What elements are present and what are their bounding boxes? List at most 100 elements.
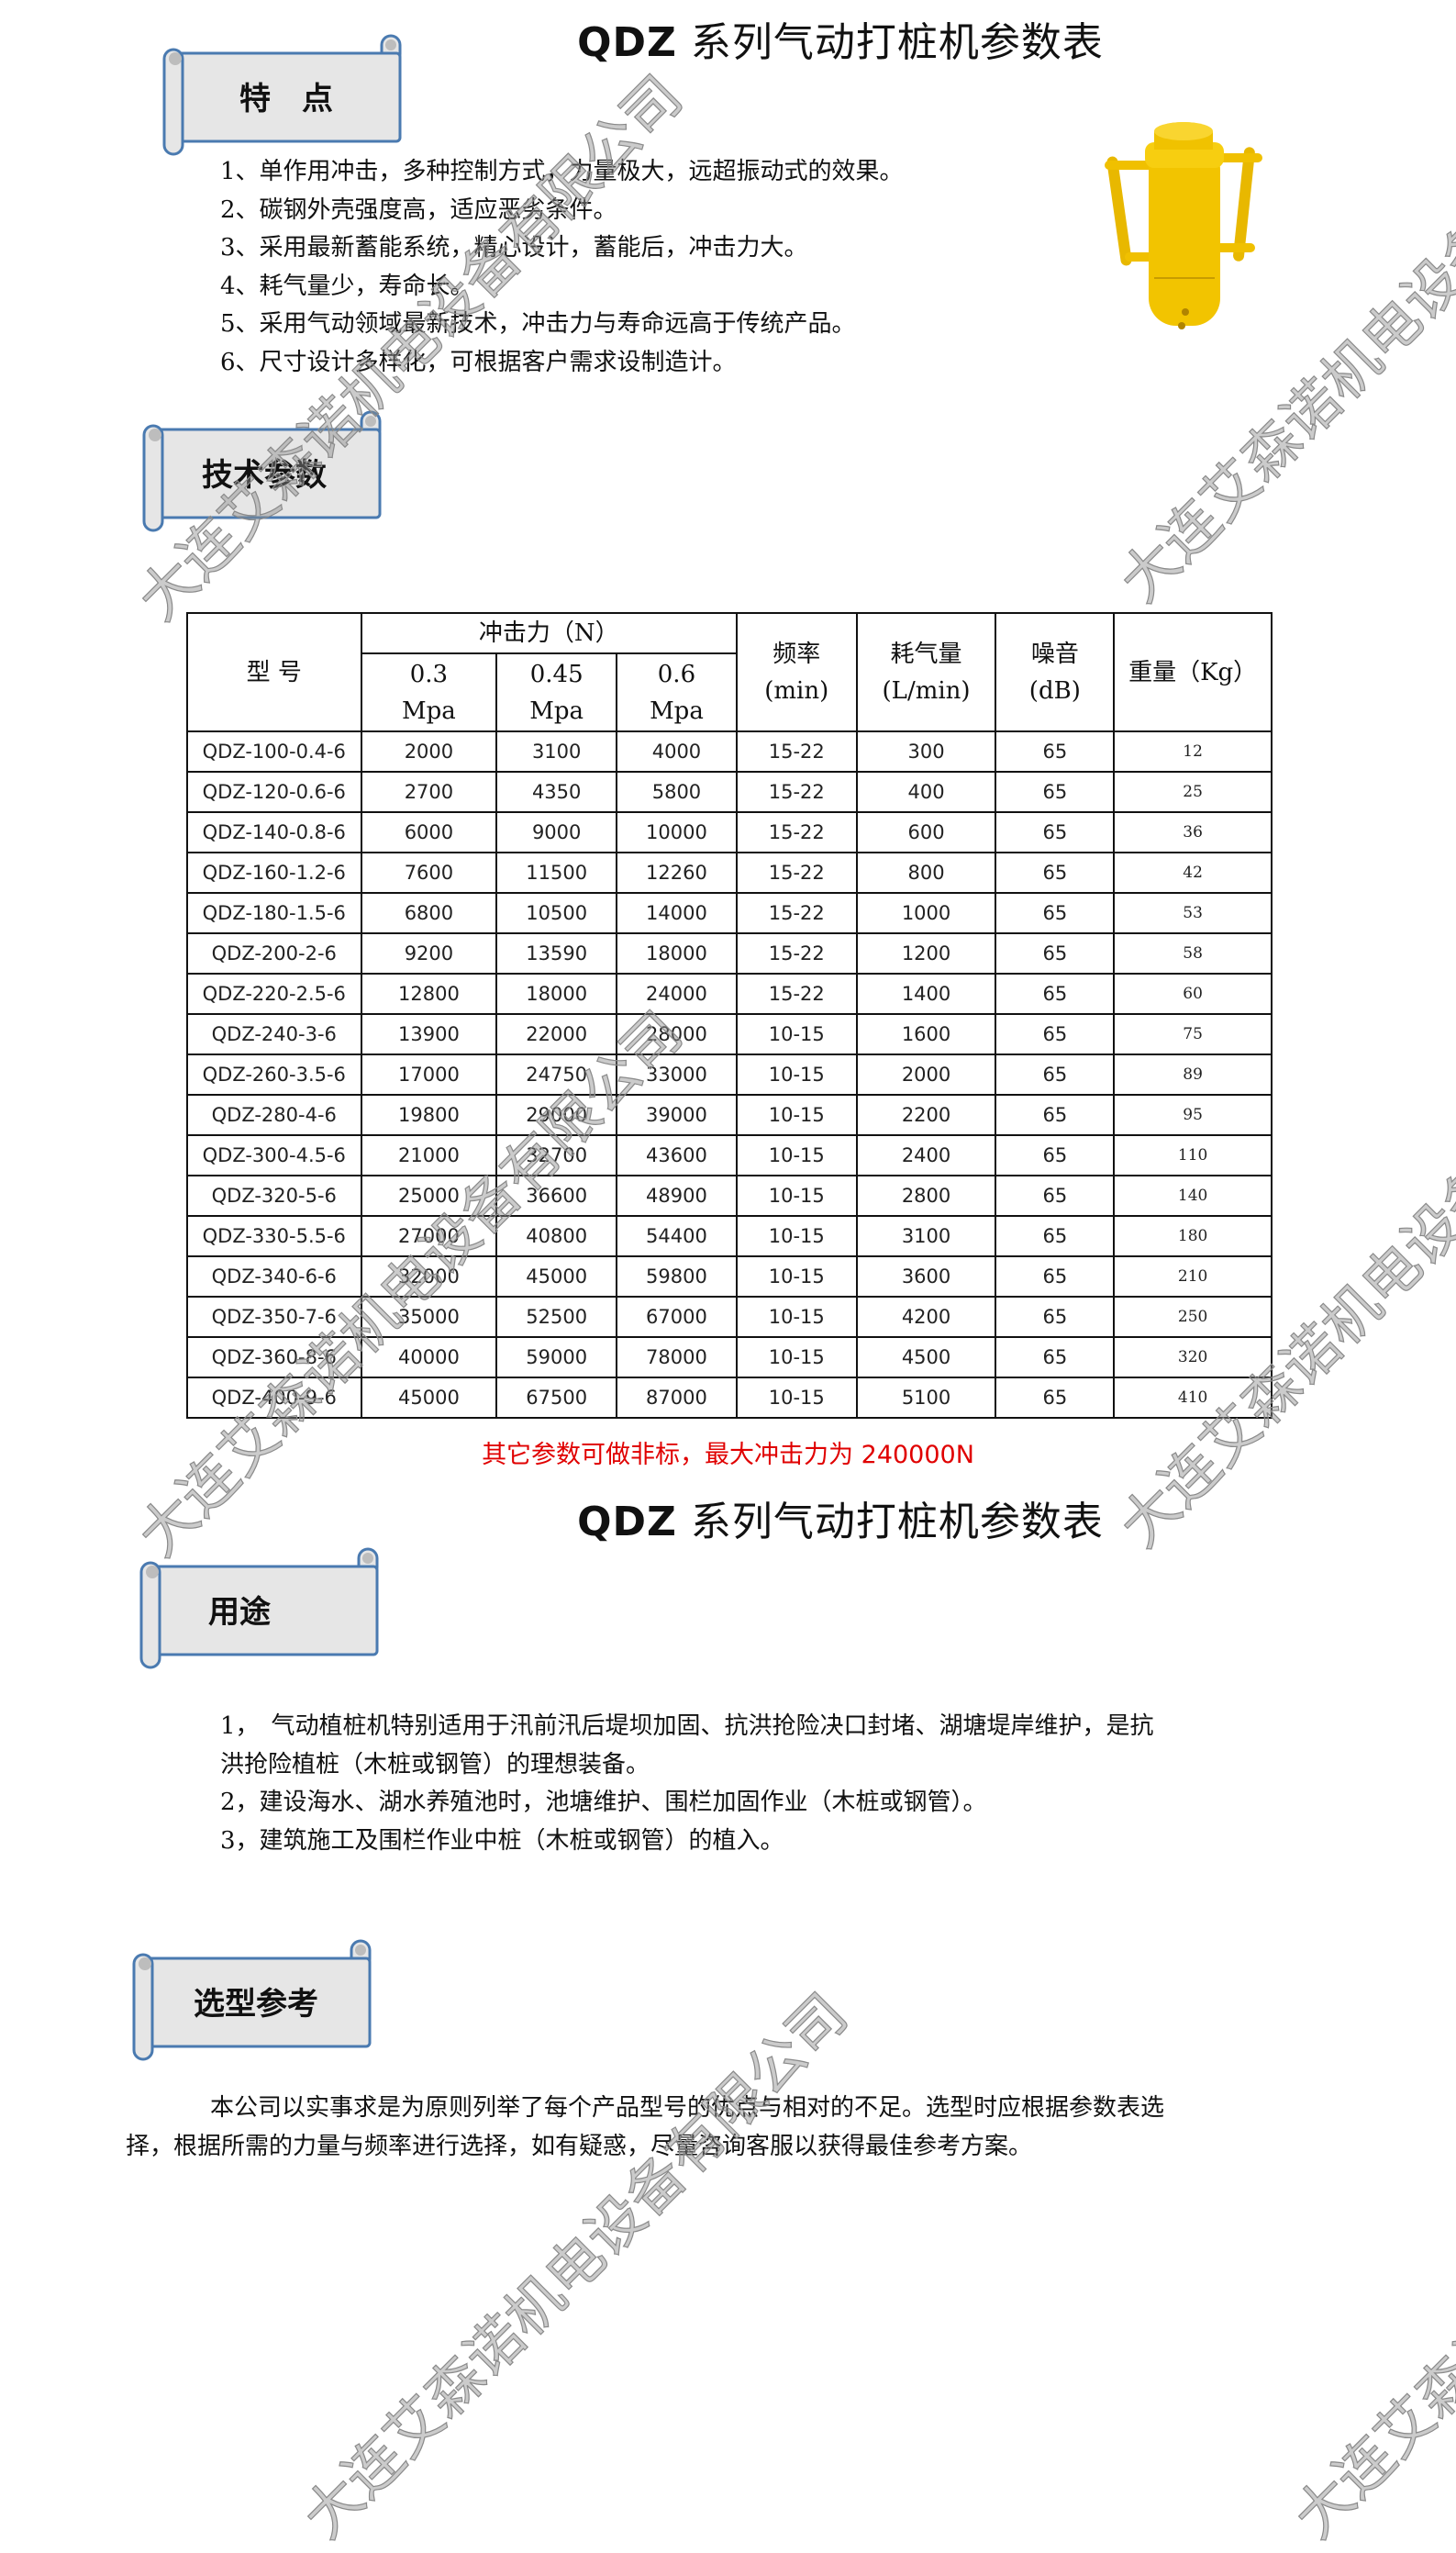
cell-impact-06: 39000 xyxy=(616,1094,738,1136)
cell-freq: 10-15 xyxy=(735,1215,858,1257)
cell-freq: 10-15 xyxy=(735,1175,858,1217)
usage-heading: 用途 xyxy=(208,1593,271,1631)
cell-noise: 65 xyxy=(995,892,1116,934)
table-row: QDZ-180-1.5-6 6800 10500 14000 15-22 1000 65 53 xyxy=(186,892,1273,934)
title-text: 系列气动打桩机参数表 xyxy=(690,1499,1104,1545)
table-row: QDZ-350-7-6 35000 52500 67000 10-15 4200 65 250 xyxy=(186,1296,1273,1338)
selection-heading: 选型参考 xyxy=(194,1985,318,2023)
cell-air: 1000 xyxy=(855,892,997,934)
cell-impact-06: 24000 xyxy=(616,973,738,1015)
cell-impact-03: 12800 xyxy=(360,973,498,1015)
title-latin: QDZ xyxy=(577,19,677,66)
cell-impact-045: 40800 xyxy=(495,1215,618,1257)
cell-freq: 10-15 xyxy=(735,1134,858,1176)
cell-noise: 65 xyxy=(995,1336,1116,1378)
cell-impact-06: 28000 xyxy=(616,1013,738,1055)
selection-text: 本公司以实事求是为原则列举了每个产品型号的优点与相对的不足。选型时应根据参数表选… xyxy=(126,2090,1164,2166)
cell-freq: 15-22 xyxy=(735,932,858,975)
cell-impact-03: 21000 xyxy=(360,1134,498,1176)
cell-impact-06: 4000 xyxy=(616,730,738,773)
cell-impact-045: 29000 xyxy=(495,1094,618,1136)
cell-freq: 15-22 xyxy=(735,771,858,813)
cell-model: QDZ-120-0.6-6 xyxy=(186,771,362,813)
cell-freq: 10-15 xyxy=(735,1377,858,1419)
cell-impact-045: 9000 xyxy=(495,811,618,853)
pressure-value: 0.6 xyxy=(657,660,696,688)
cell-air: 4500 xyxy=(855,1336,997,1378)
header-pressure-1: 0.3 Mpa xyxy=(360,652,498,732)
cell-impact-06: 14000 xyxy=(616,892,738,934)
cell-air: 300 xyxy=(855,730,997,773)
cell-air: 400 xyxy=(855,771,997,813)
cell-impact-06: 18000 xyxy=(616,932,738,975)
cell-noise: 65 xyxy=(995,973,1116,1015)
cell-noise: 65 xyxy=(995,1296,1116,1338)
usage-text: 1， 气动植桩机特别适用于汛前汛后堤坝加固、抗洪抢险决口封堵、湖塘堤岸维护，是抗… xyxy=(220,1708,1154,1860)
cell-impact-06: 54400 xyxy=(616,1215,738,1257)
table-row: QDZ-140-0.8-6 6000 9000 10000 15-22 600 65 36 xyxy=(186,811,1273,853)
watermark: 大连艾森诺机电设备有限公司 xyxy=(1281,1980,1456,2552)
cell-freq: 10-15 xyxy=(735,1094,858,1136)
cell-model: QDZ-280-4-6 xyxy=(186,1094,362,1136)
cell-air: 4200 xyxy=(855,1296,997,1338)
cell-impact-06: 33000 xyxy=(616,1054,738,1096)
cell-impact-045: 52500 xyxy=(495,1296,618,1338)
cell-impact-03: 45000 xyxy=(360,1377,498,1419)
cell-impact-06: 59800 xyxy=(616,1255,738,1298)
cell-weight: 250 xyxy=(1113,1296,1273,1338)
cell-weight: 58 xyxy=(1113,932,1273,975)
table-row: QDZ-160-1.2-6 7600 11500 12260 15-22 800 65 42 xyxy=(186,852,1273,894)
cell-impact-045: 45000 xyxy=(495,1255,618,1298)
scroll-banner-icon xyxy=(142,410,382,532)
cell-impact-045: 10500 xyxy=(495,892,618,934)
cell-freq: 15-22 xyxy=(735,852,858,894)
cell-model: QDZ-100-0.4-6 xyxy=(186,730,362,773)
cell-model: QDZ-300-4.5-6 xyxy=(186,1134,362,1176)
usage-line: 洪抢险植桩（木桩或钢管）的理想装备。 xyxy=(220,1750,650,1778)
cell-impact-03: 40000 xyxy=(360,1336,498,1378)
cell-model: QDZ-360-8-6 xyxy=(186,1336,362,1378)
cell-air: 600 xyxy=(855,811,997,853)
cell-model: QDZ-340-6-6 xyxy=(186,1255,362,1298)
cell-model: QDZ-330-5.5-6 xyxy=(186,1215,362,1257)
cell-impact-06: 48900 xyxy=(616,1175,738,1217)
header-air-unit: (L/min) xyxy=(882,676,971,705)
cell-weight: 42 xyxy=(1113,852,1273,894)
pressure-unit: Mpa xyxy=(529,697,584,725)
usage-line: 3，建筑施工及围栏作业中桩（木桩或钢管）的植入。 xyxy=(220,1826,784,1855)
cell-model: QDZ-240-3-6 xyxy=(186,1013,362,1055)
cell-impact-06: 67000 xyxy=(616,1296,738,1338)
cell-freq: 15-22 xyxy=(735,730,858,773)
cell-impact-03: 35000 xyxy=(360,1296,498,1338)
cell-impact-03: 27000 xyxy=(360,1215,498,1257)
cell-noise: 65 xyxy=(995,1134,1116,1176)
cell-weight: 180 xyxy=(1113,1215,1273,1257)
cell-noise: 65 xyxy=(995,1013,1116,1055)
header-pressure-3: 0.6 Mpa xyxy=(616,652,738,732)
cell-weight: 53 xyxy=(1113,892,1273,934)
usage-line: 1， 气动植桩机特别适用于汛前汛后堤坝加固、抗洪抢险决口封堵、湖塘堤岸维护，是抗 xyxy=(220,1712,1154,1740)
table-row: QDZ-360-8-6 40000 59000 78000 10-15 4500 65 320 xyxy=(186,1336,1273,1378)
cell-freq: 15-22 xyxy=(735,973,858,1015)
cell-impact-06: 12260 xyxy=(616,852,738,894)
cell-impact-03: 7600 xyxy=(360,852,498,894)
cell-impact-03: 19800 xyxy=(360,1094,498,1136)
table-row: QDZ-280-4-6 19800 29000 39000 10-15 2200 65 95 xyxy=(186,1094,1273,1136)
scroll-banner-icon xyxy=(132,1939,372,2061)
cell-weight: 12 xyxy=(1113,730,1273,773)
cell-air: 1600 xyxy=(855,1013,997,1055)
cell-weight: 320 xyxy=(1113,1336,1273,1378)
cell-impact-045: 18000 xyxy=(495,973,618,1015)
cell-noise: 65 xyxy=(995,730,1116,773)
table-row: QDZ-220-2.5-6 12800 18000 24000 15-22 1400 65 6… xyxy=(186,973,1273,1015)
page-title-repeat: QDZ 系列气动打桩机参数表 xyxy=(0,1488,1456,1547)
table-row: QDZ-120-0.6-6 2700 4350 5800 15-22 400 65 25 xyxy=(186,771,1273,813)
cell-weight: 36 xyxy=(1113,811,1273,853)
cell-weight: 110 xyxy=(1113,1134,1273,1176)
header-freq-label: 频率 xyxy=(772,640,821,668)
cell-impact-045: 24750 xyxy=(495,1054,618,1096)
title-text: 系列气动打桩机参数表 xyxy=(690,19,1104,66)
cell-impact-045: 13590 xyxy=(495,932,618,975)
header-air: 耗气量 (L/min) xyxy=(855,612,997,732)
header-freq: 频率 (min) xyxy=(735,612,858,732)
